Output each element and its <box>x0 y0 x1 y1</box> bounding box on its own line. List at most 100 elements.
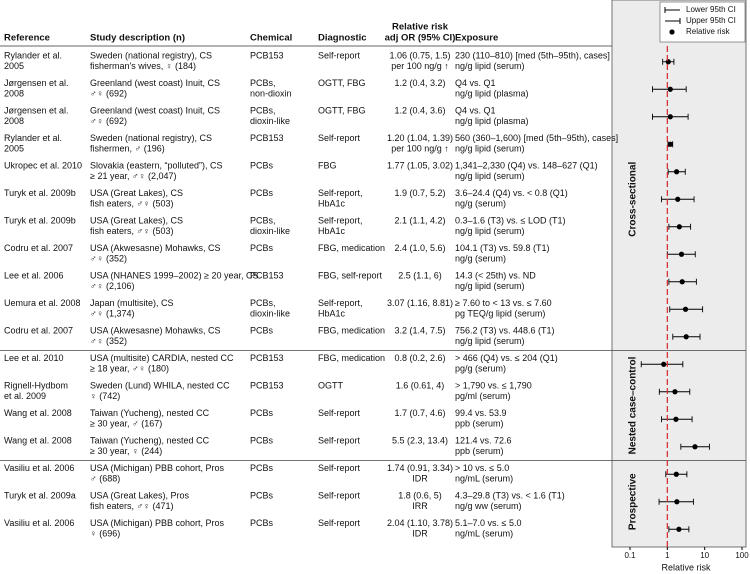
cell: ng/g lipid (serum) <box>455 171 525 181</box>
cell: PCBs <box>250 188 274 198</box>
cell: ng/g lipid (serum) <box>455 226 525 236</box>
cell: USA (Akwesasne) Mohawks, CS <box>90 325 221 335</box>
cell: dioxin-like <box>250 308 290 318</box>
cell: Greenland (west coast) Inuit, CS <box>90 105 220 115</box>
cell: Turyk et al. 2009b <box>4 215 76 225</box>
x-tick-label: 100 <box>735 551 749 560</box>
estimate-point <box>692 444 698 450</box>
cell: Self-report <box>318 463 361 473</box>
cell: ng/g lipid (serum) <box>455 281 525 291</box>
cell: 2.4 (1.0, 5.6) <box>394 243 445 253</box>
estimate-point <box>661 361 667 367</box>
cell: 3.2 (1.4, 7.5) <box>394 325 445 335</box>
cell: ≥ 7.60 to < 13 vs. ≤ 7.60 <box>455 298 552 308</box>
cell: ≥ 30 year, ♂ (167) <box>90 418 162 428</box>
cell: 1.8 (0.6, 5) <box>398 490 442 500</box>
cell: Vasiliu et al. 2006 <box>4 518 74 528</box>
estimate-point <box>665 59 671 65</box>
cell: HbA1c <box>318 226 346 236</box>
x-tick-label: 1 <box>665 551 670 560</box>
cell: PCBs, <box>250 78 276 88</box>
cell: Wang et al. 2008 <box>4 435 72 445</box>
cell: Self-report <box>318 133 361 143</box>
cell: PCBs <box>250 463 274 473</box>
cell: Self-report <box>318 408 361 418</box>
cell: Lee et al. 2006 <box>4 270 64 280</box>
cell: et al. 2009 <box>4 391 46 401</box>
cell: Wang et al. 2008 <box>4 408 72 418</box>
cell: 560 (360–1,600) [med (5th–95th), cases] <box>455 133 618 143</box>
cell: ng/mL (serum) <box>455 473 513 483</box>
column-header: Diagnostic <box>318 33 367 44</box>
cell: PCB153 <box>250 50 284 60</box>
cell: Codru et al. 2007 <box>4 325 73 335</box>
cell: ppb (serum) <box>455 418 504 428</box>
cell: PCB153 <box>250 353 284 363</box>
cell: Taiwan (Yucheng), nested CC <box>90 435 210 445</box>
estimate-point <box>674 499 680 505</box>
cell: PCBs, <box>250 298 276 308</box>
cell: ♀ (742) <box>90 391 120 401</box>
cell: Codru et al. 2007 <box>4 243 73 253</box>
cell: 5.5 (2.3, 13.4) <box>392 435 448 445</box>
cell: Jørgensen et al. <box>4 105 69 115</box>
cell: PCBs, <box>250 215 276 225</box>
x-tick-label: 10 <box>700 551 709 560</box>
cell: FBG, medication <box>318 325 385 335</box>
cell: Ukropec et al. 2010 <box>4 160 82 170</box>
section-label: Cross-sectional <box>628 162 639 237</box>
cell: 2.1 (1.1, 4.2) <box>394 215 445 225</box>
cell: USA (Akwesasne) Mohawks, CS <box>90 243 221 253</box>
cell: ♀ (696) <box>90 528 120 538</box>
cell: Self-report <box>318 518 361 528</box>
cell: Rignell-Hydbom <box>4 380 68 390</box>
cell: PCBs, <box>250 105 276 115</box>
cell: Slovakia (eastern, “polluted”), CS <box>90 160 223 170</box>
section-label: Prospective <box>628 473 639 530</box>
cell: 14.3 (< 25th) vs. ND <box>455 270 536 280</box>
estimate-point <box>675 196 681 202</box>
cell: Sweden (national registry), CS <box>90 50 212 60</box>
cell: HbA1c <box>318 308 346 318</box>
cell: 756.2 (T3) vs. 448.6 (T1) <box>455 325 555 335</box>
cell: Sweden (national registry), CS <box>90 133 212 143</box>
x-axis-label: Relative risk <box>661 562 711 572</box>
cell: PCBs <box>250 408 274 418</box>
cell: ng/g lipid (serum) <box>455 61 525 71</box>
estimate-point <box>678 251 685 257</box>
cell: PCB153 <box>250 380 284 390</box>
cell: 2005 <box>4 143 24 153</box>
cell: > 1,790 vs. ≤ 1,790 <box>455 380 532 390</box>
cell: PCBs <box>250 160 274 170</box>
cell: IDR <box>412 528 428 538</box>
column-header: Exposure <box>455 33 498 44</box>
cell: PCBs <box>250 435 274 445</box>
cell: ng/g lipid (plasma) <box>455 116 529 126</box>
cell: USA (Great Lakes), Pros <box>90 490 190 500</box>
cell: 1,341–2,330 (Q4) vs. 148–627 (Q1) <box>455 160 598 170</box>
column-header: Chemical <box>250 33 292 44</box>
cell: ≥ 21 year, ♂♀ (2,047) <box>90 171 176 181</box>
cell: 2.04 (1.10, 3.78) <box>387 518 453 528</box>
cell: 0.3–1.6 (T3) vs. ≤ LOD (T1) <box>455 215 565 225</box>
cell: Self-report <box>318 435 361 445</box>
cell: 121.4 vs. 72.6 <box>455 435 512 445</box>
cell: Self-report <box>318 50 361 60</box>
cell: USA (Great Lakes), CS <box>90 215 183 225</box>
estimate-point <box>679 279 685 285</box>
cell: Q4 vs. Q1 <box>455 78 496 88</box>
x-tick-label: 0.1 <box>624 551 636 560</box>
cell: per 100 ng/g ↑ <box>391 143 449 153</box>
cell: > 466 (Q4) vs. ≤ 204 (Q1) <box>455 353 558 363</box>
column-header: Reference <box>4 33 50 44</box>
cell: 1.9 (0.7, 5.2) <box>394 188 445 198</box>
cell: Self-report <box>318 490 361 500</box>
legend-box <box>659 1 746 43</box>
cell: USA (Great Lakes), CS <box>90 188 183 198</box>
section-label: Nested case–control <box>628 356 639 454</box>
cell: ♂♀ (1,374) <box>90 308 135 318</box>
cell: 1.2 (0.4, 3.6) <box>394 105 445 115</box>
cell: ng/g lipid (serum) <box>455 336 525 346</box>
cell: non-dioxin <box>250 88 292 98</box>
